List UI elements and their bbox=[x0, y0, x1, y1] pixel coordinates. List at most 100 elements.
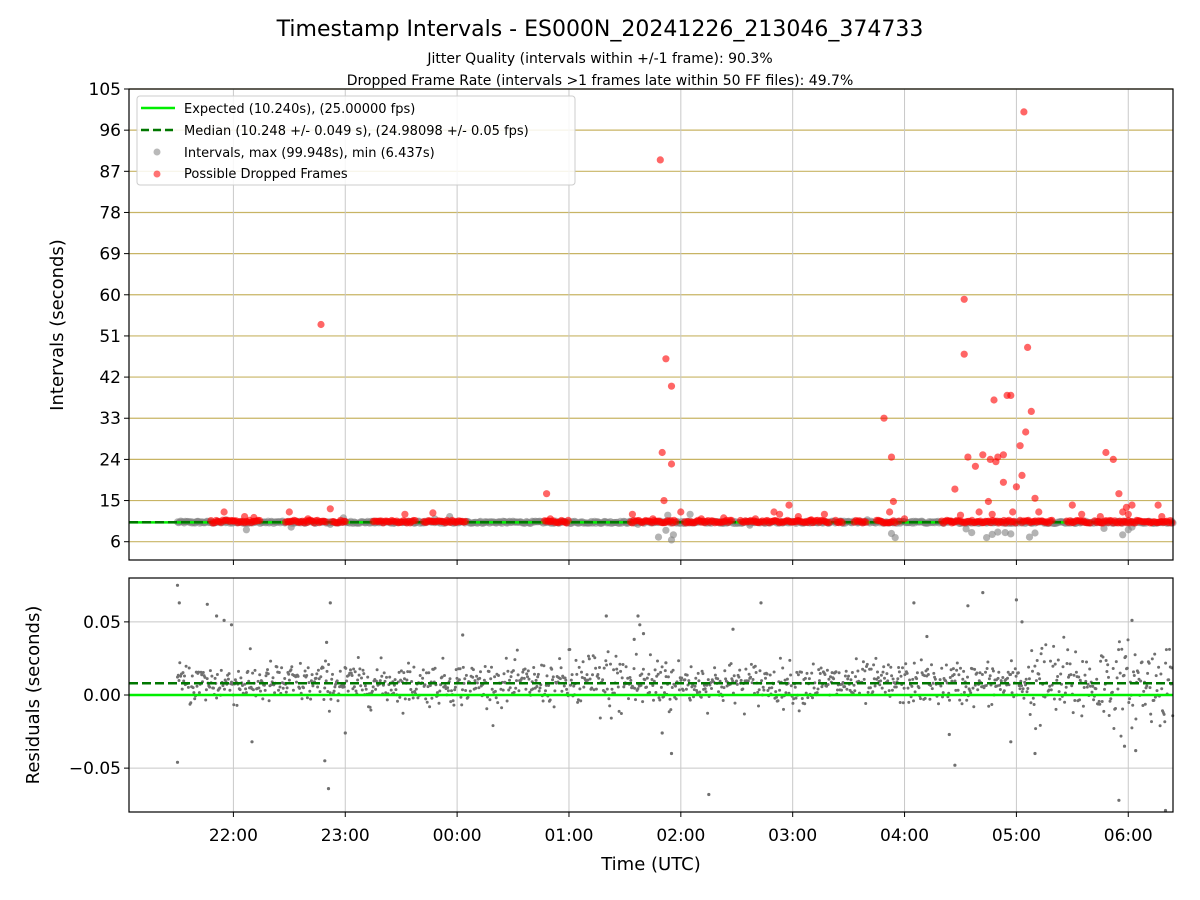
residual-point bbox=[187, 666, 191, 670]
residual-point bbox=[601, 678, 605, 682]
residual-point bbox=[244, 691, 248, 695]
top-y-tick-label: 24 bbox=[99, 450, 121, 470]
residual-point bbox=[205, 602, 209, 606]
residual-point bbox=[243, 682, 247, 686]
residual-point bbox=[622, 685, 626, 689]
top-panel: 6 15 24 33 42 51 60 69 78 87 96 105 Intervals (seco… bbox=[47, 80, 1177, 565]
residual-point bbox=[669, 751, 674, 756]
residual-point bbox=[643, 678, 647, 682]
residual-point bbox=[652, 679, 656, 683]
residual-point bbox=[717, 690, 720, 694]
residual-point bbox=[592, 688, 596, 692]
residual-point bbox=[1124, 655, 1128, 658]
residual-point bbox=[298, 686, 302, 690]
residual-point bbox=[1130, 726, 1134, 730]
x-tick-label: 02:00 bbox=[656, 826, 705, 846]
residual-point bbox=[616, 685, 620, 689]
residual-point bbox=[368, 705, 372, 709]
residual-point bbox=[912, 661, 916, 665]
residual-point bbox=[284, 690, 288, 694]
residual-point bbox=[435, 691, 439, 695]
dropped-frame-point bbox=[1122, 503, 1130, 511]
residual-point bbox=[971, 686, 975, 690]
residual-point bbox=[766, 689, 770, 692]
residual-point bbox=[606, 650, 610, 654]
residual-point bbox=[411, 696, 415, 700]
residual-point bbox=[500, 706, 504, 710]
residual-point bbox=[1018, 687, 1022, 691]
residual-point bbox=[632, 667, 636, 671]
residual-point bbox=[504, 656, 508, 660]
dropped-frame-point bbox=[770, 508, 778, 516]
residual-point bbox=[614, 654, 618, 658]
residual-point bbox=[744, 667, 748, 671]
dropped-frame-point bbox=[322, 518, 330, 526]
residual-point bbox=[854, 657, 858, 661]
residual-point bbox=[671, 668, 675, 672]
residual-point bbox=[1150, 657, 1154, 661]
residual-point bbox=[409, 688, 413, 691]
x-tick-label: 22:00 bbox=[209, 826, 258, 846]
residual-point bbox=[1002, 689, 1006, 693]
residual-point bbox=[1163, 720, 1167, 724]
residual-point bbox=[352, 685, 356, 689]
residual-point bbox=[616, 671, 619, 675]
residual-point bbox=[588, 677, 592, 681]
residual-point bbox=[430, 696, 434, 700]
residual-point bbox=[984, 670, 987, 674]
residual-point bbox=[1101, 655, 1105, 659]
residual-point bbox=[925, 634, 929, 639]
top-y-tick-label: 6 bbox=[110, 533, 121, 553]
residual-point bbox=[1134, 749, 1138, 753]
residual-point bbox=[1038, 677, 1042, 681]
top-y-axis-label: Intervals (seconds) bbox=[47, 239, 68, 411]
residual-point bbox=[1107, 675, 1110, 679]
residual-point bbox=[732, 674, 736, 678]
residual-point bbox=[1086, 682, 1090, 686]
residual-point bbox=[713, 666, 717, 670]
residual-point bbox=[866, 690, 870, 694]
residual-point bbox=[683, 678, 687, 682]
residual-point bbox=[1013, 667, 1017, 671]
residual-point bbox=[446, 686, 450, 690]
residual-point bbox=[298, 661, 302, 665]
residual-point bbox=[791, 701, 795, 705]
residual-point bbox=[349, 671, 353, 675]
residual-point bbox=[1049, 659, 1052, 663]
residual-point bbox=[876, 676, 880, 680]
dropped-frame-point bbox=[825, 518, 834, 526]
residual-point bbox=[813, 681, 817, 685]
residual-point bbox=[753, 664, 757, 668]
top-y-tick-label: 51 bbox=[99, 327, 121, 347]
residual-point bbox=[684, 687, 688, 691]
residual-point bbox=[886, 663, 890, 667]
residual-point bbox=[474, 686, 478, 690]
residual-point bbox=[737, 675, 741, 679]
residual-point bbox=[1014, 598, 1019, 602]
residual-point bbox=[659, 670, 663, 674]
residual-point bbox=[1033, 751, 1037, 756]
residual-point bbox=[460, 703, 464, 707]
residual-point bbox=[558, 677, 562, 681]
bottom-x-ticks: 22:00 23:00 00:00 01:00 02:00 03:00 04:00 05:00… bbox=[209, 812, 1153, 846]
residual-point bbox=[327, 709, 331, 713]
residual-point bbox=[237, 669, 240, 673]
residual-point bbox=[926, 673, 930, 676]
residual-point bbox=[976, 688, 980, 692]
residual-point bbox=[930, 663, 933, 667]
residual-point bbox=[687, 679, 691, 683]
residual-point bbox=[1140, 660, 1144, 664]
bottom-y-tick-label: 0.05 bbox=[83, 613, 121, 633]
residual-point bbox=[454, 668, 458, 672]
residual-point bbox=[536, 672, 540, 676]
dropped-frame-point bbox=[964, 453, 972, 461]
residual-point bbox=[416, 696, 420, 700]
residual-point bbox=[278, 685, 282, 689]
residual-point bbox=[805, 671, 809, 675]
interval-point bbox=[654, 533, 663, 541]
residual-point bbox=[256, 679, 260, 683]
residual-point bbox=[502, 672, 506, 676]
residual-point bbox=[827, 677, 831, 681]
residual-point bbox=[901, 666, 904, 670]
residual-point bbox=[1074, 650, 1078, 654]
